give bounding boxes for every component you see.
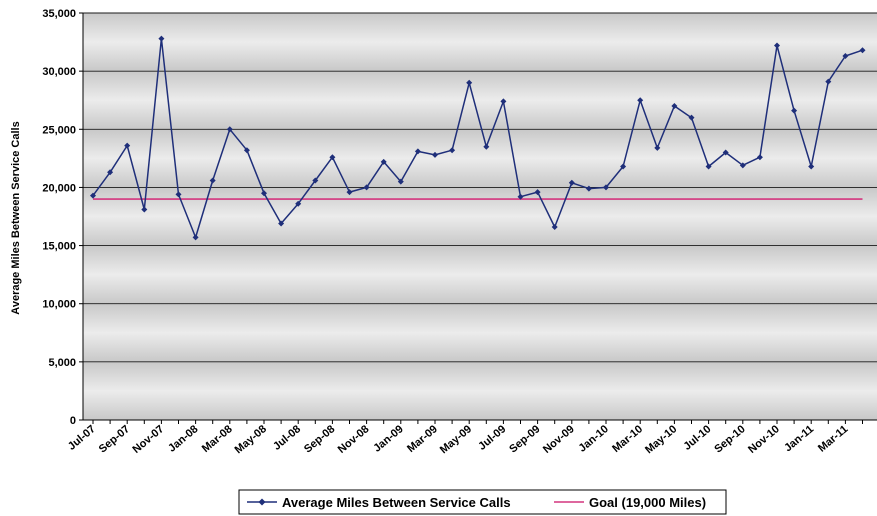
grid-band: [83, 187, 877, 246]
data-point: [551, 223, 558, 230]
data-point: [175, 191, 182, 198]
data-point: [278, 220, 285, 227]
x-tick-label: Sep-10: [712, 423, 747, 455]
grid-band: [83, 13, 877, 72]
data-point: [859, 47, 866, 54]
x-tick-label: May-09: [438, 423, 474, 456]
y-axis-ticks: 0 5,000 10,000 15,000 20,000 25,000 30,000 35,0…: [42, 8, 877, 427]
data-point: [705, 163, 712, 170]
data-point: [722, 149, 729, 156]
data-point: [107, 169, 114, 176]
data-point: [842, 53, 849, 60]
data-point: [226, 126, 233, 133]
data-point: [329, 154, 336, 161]
data-point: [739, 162, 746, 169]
x-tick-label: Jul-08: [271, 423, 303, 453]
x-tick-label: Sep-08: [302, 423, 337, 455]
grid-band: [83, 303, 877, 362]
data-point: [585, 185, 592, 192]
data-point: [192, 234, 199, 241]
x-tick-label: May-08: [233, 423, 269, 456]
data-point: [380, 158, 387, 165]
data-point: [261, 190, 267, 197]
data-point: [414, 148, 421, 155]
x-tick-label: Sep-07: [97, 423, 132, 455]
data-point: [500, 98, 507, 105]
y-tick-label: 20,000: [42, 182, 76, 194]
data-point: [295, 200, 302, 207]
data-point: [756, 154, 763, 161]
data-point: [466, 79, 473, 86]
x-tick-label: Jan-08: [166, 423, 200, 455]
data-point: [158, 35, 165, 42]
grid-band: [83, 129, 877, 188]
x-tick-label: Nov-07: [131, 423, 167, 456]
data-point: [825, 78, 832, 85]
y-tick-label: 30,000: [42, 66, 76, 78]
y-tick-label: 15,000: [42, 241, 76, 253]
x-tick-label: Nov-08: [336, 423, 372, 456]
grid-band: [83, 71, 877, 130]
data-point: [568, 179, 575, 186]
grid-band: [83, 245, 877, 304]
x-tick-label: Nov-10: [746, 423, 782, 456]
data-point: [90, 192, 96, 199]
data-point: [449, 147, 456, 154]
data-point: [774, 42, 780, 49]
x-tick-label: Mar-09: [405, 423, 440, 455]
legend-marker: [258, 498, 266, 506]
data-point: [637, 97, 644, 104]
data-point: [654, 144, 661, 151]
data-point: [209, 177, 216, 184]
legend-box: [238, 489, 727, 515]
data-point: [432, 151, 438, 158]
x-tick-label: Mar-08: [200, 423, 235, 455]
data-point: [688, 114, 695, 121]
data-point: [791, 107, 798, 114]
data-point: [517, 193, 524, 200]
data-point: [483, 143, 490, 150]
grid-band: [83, 361, 877, 420]
y-tick-label: 5,000: [48, 357, 76, 369]
x-tick-label: Jan-11: [782, 423, 816, 454]
data-point: [141, 206, 148, 213]
x-tick-label: Jul-10: [681, 423, 713, 453]
x-tick-label: Jan-09: [371, 423, 405, 455]
x-tick-label: Sep-09: [507, 423, 542, 455]
y-axis-label: Average Miles Between Service Calls: [10, 121, 22, 314]
x-tick-label: May-10: [643, 423, 679, 456]
legend-label-goal: Goal (19,000 Miles): [589, 495, 706, 510]
y-tick-label: 0: [70, 415, 76, 427]
data-point: [363, 184, 370, 191]
legend: Average Miles Between Service Calls Goal …: [238, 489, 727, 515]
x-tick-label: Jan-10: [577, 423, 611, 455]
data-point: [397, 178, 404, 185]
data-point: [346, 189, 353, 196]
series-layer: [90, 35, 866, 241]
x-tick-label: Mar-10: [610, 423, 645, 455]
legend-label-average-miles: Average Miles Between Service Calls: [282, 495, 511, 510]
plot-area: [83, 13, 877, 420]
data-point: [620, 163, 627, 170]
data-point: [603, 184, 609, 191]
x-tick-label: Jul-09: [476, 423, 508, 453]
y-tick-label: 25,000: [42, 124, 76, 136]
data-point: [671, 103, 678, 110]
x-tick-label: Mar-11: [816, 423, 850, 455]
data-point: [312, 177, 319, 184]
series-line-average-miles: [92, 37, 863, 239]
data-point: [534, 189, 541, 196]
data-point: [124, 142, 131, 149]
y-tick-label: 10,000: [42, 299, 76, 311]
y-tick-label: 35,000: [42, 8, 76, 20]
data-point: [243, 147, 250, 154]
data-point: [808, 163, 815, 170]
x-tick-label: Jul-07: [66, 423, 98, 453]
x-tick-label: Nov-09: [541, 423, 577, 456]
